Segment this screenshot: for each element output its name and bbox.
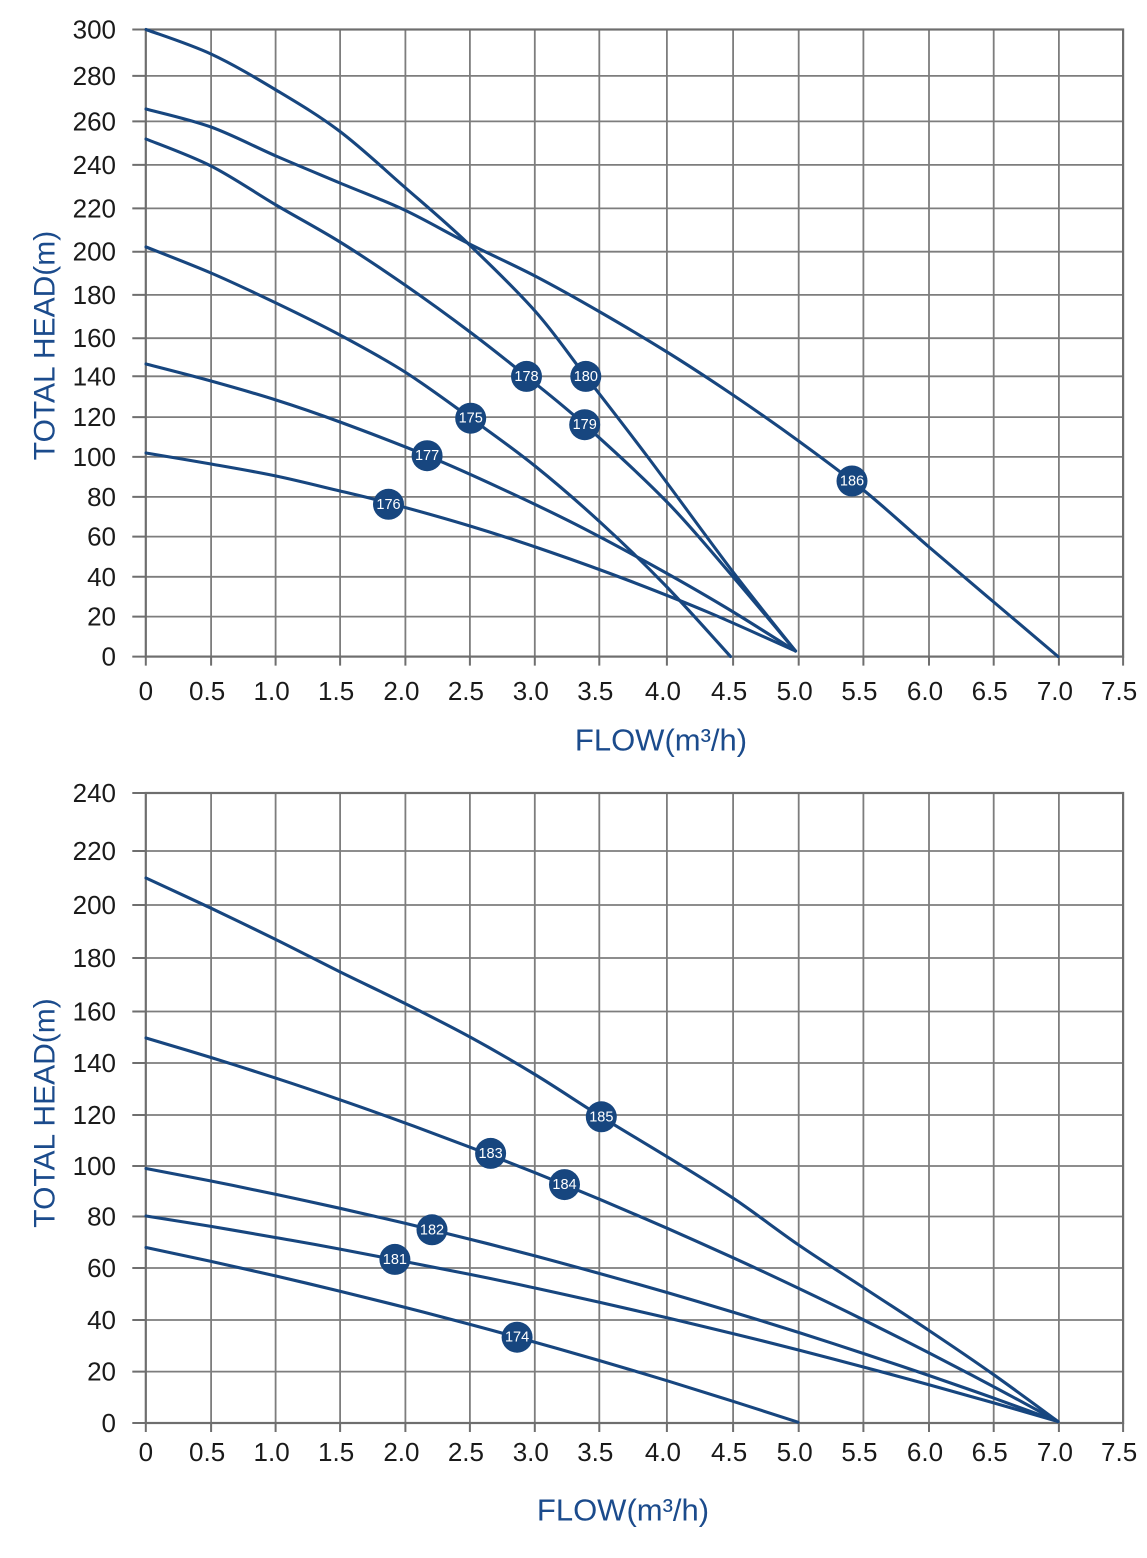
svg-text:4.5: 4.5 xyxy=(711,676,747,706)
svg-text:6.0: 6.0 xyxy=(907,676,943,706)
svg-text:20: 20 xyxy=(87,602,116,632)
svg-text:183: 183 xyxy=(478,1146,502,1162)
svg-text:180: 180 xyxy=(73,280,116,310)
svg-text:0: 0 xyxy=(139,676,153,706)
svg-text:240: 240 xyxy=(73,778,116,808)
svg-text:20: 20 xyxy=(87,1357,116,1387)
svg-text:160: 160 xyxy=(73,997,116,1027)
svg-text:7.0: 7.0 xyxy=(1037,676,1073,706)
svg-text:1.0: 1.0 xyxy=(254,1437,290,1467)
svg-text:0.5: 0.5 xyxy=(189,676,225,706)
svg-text:TOTAL HEAD(m): TOTAL HEAD(m) xyxy=(29,231,62,460)
svg-text:5.5: 5.5 xyxy=(841,676,877,706)
svg-text:40: 40 xyxy=(87,1305,116,1335)
svg-text:3.5: 3.5 xyxy=(577,676,613,706)
svg-text:179: 179 xyxy=(573,417,597,433)
svg-text:178: 178 xyxy=(514,369,538,385)
svg-text:60: 60 xyxy=(87,522,116,552)
svg-text:175: 175 xyxy=(459,411,483,427)
svg-text:3.0: 3.0 xyxy=(513,1437,549,1467)
svg-text:6.5: 6.5 xyxy=(972,1437,1008,1467)
svg-text:200: 200 xyxy=(73,890,116,920)
svg-text:5.5: 5.5 xyxy=(841,1437,877,1467)
svg-text:220: 220 xyxy=(73,836,116,866)
svg-text:1.5: 1.5 xyxy=(318,1437,354,1467)
svg-text:0: 0 xyxy=(139,1437,153,1467)
svg-text:100: 100 xyxy=(73,1151,116,1181)
svg-text:260: 260 xyxy=(73,106,116,136)
svg-text:3.5: 3.5 xyxy=(577,1437,613,1467)
svg-text:160: 160 xyxy=(73,323,116,353)
svg-text:120: 120 xyxy=(73,402,116,432)
svg-text:60: 60 xyxy=(87,1253,116,1283)
svg-text:180: 180 xyxy=(73,943,116,973)
svg-text:7.5: 7.5 xyxy=(1101,1437,1137,1467)
svg-text:7.0: 7.0 xyxy=(1037,1437,1073,1467)
svg-text:140: 140 xyxy=(73,361,116,391)
svg-text:120: 120 xyxy=(73,1100,116,1130)
svg-text:FLOW(m³/h): FLOW(m³/h) xyxy=(575,723,747,758)
svg-text:185: 185 xyxy=(589,1109,613,1125)
svg-text:4.0: 4.0 xyxy=(645,676,681,706)
svg-text:1.5: 1.5 xyxy=(318,676,354,706)
svg-text:2.5: 2.5 xyxy=(448,1437,484,1467)
svg-text:0.5: 0.5 xyxy=(189,1437,225,1467)
svg-text:181: 181 xyxy=(383,1252,407,1268)
svg-text:0: 0 xyxy=(102,1408,116,1438)
svg-text:280: 280 xyxy=(73,61,116,91)
svg-text:6.5: 6.5 xyxy=(972,676,1008,706)
svg-text:0: 0 xyxy=(102,642,116,672)
svg-text:TOTAL HEAD(m): TOTAL HEAD(m) xyxy=(29,998,62,1227)
svg-text:40: 40 xyxy=(87,562,116,592)
svg-text:80: 80 xyxy=(87,482,116,512)
svg-text:1.0: 1.0 xyxy=(254,676,290,706)
svg-text:2.0: 2.0 xyxy=(383,676,419,706)
svg-text:4.0: 4.0 xyxy=(645,1437,681,1467)
svg-text:240: 240 xyxy=(73,150,116,180)
svg-text:220: 220 xyxy=(73,193,116,223)
svg-text:182: 182 xyxy=(420,1222,444,1238)
svg-text:177: 177 xyxy=(415,448,439,464)
svg-text:174: 174 xyxy=(505,1330,529,1346)
svg-text:FLOW(m³/h): FLOW(m³/h) xyxy=(537,1493,709,1528)
svg-text:100: 100 xyxy=(73,442,116,472)
svg-text:2.0: 2.0 xyxy=(383,1437,419,1467)
svg-text:7.5: 7.5 xyxy=(1101,676,1137,706)
svg-text:5.0: 5.0 xyxy=(777,1437,813,1467)
svg-text:6.0: 6.0 xyxy=(907,1437,943,1467)
svg-text:300: 300 xyxy=(73,15,116,45)
svg-text:176: 176 xyxy=(376,497,400,513)
svg-text:5.0: 5.0 xyxy=(777,676,813,706)
svg-text:3.0: 3.0 xyxy=(513,676,549,706)
svg-text:4.5: 4.5 xyxy=(711,1437,747,1467)
svg-text:186: 186 xyxy=(840,474,864,490)
svg-text:80: 80 xyxy=(87,1202,116,1232)
svg-text:180: 180 xyxy=(574,369,598,385)
svg-text:184: 184 xyxy=(552,1177,576,1193)
svg-text:200: 200 xyxy=(73,237,116,267)
svg-text:140: 140 xyxy=(73,1048,116,1078)
svg-text:2.5: 2.5 xyxy=(448,676,484,706)
